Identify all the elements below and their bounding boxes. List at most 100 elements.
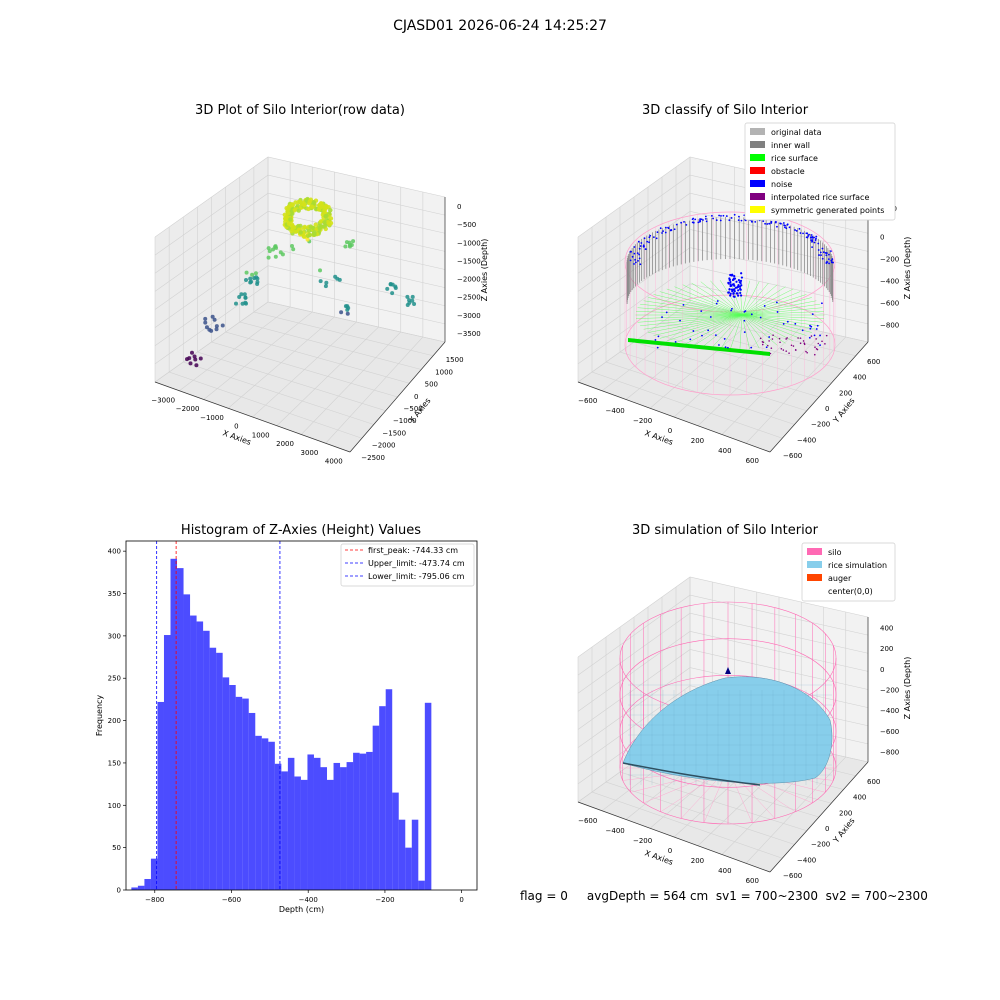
interpolated-point <box>761 343 764 346</box>
noise-point <box>768 336 771 338</box>
noise-point <box>798 227 801 230</box>
grid-line <box>647 187 832 384</box>
noise-point <box>718 344 720 346</box>
grid-line <box>253 167 434 357</box>
y-axis-line <box>769 761 869 873</box>
noise-point <box>657 335 660 338</box>
noise-point <box>729 292 732 295</box>
noise-point <box>794 322 797 325</box>
raw-plot-title: 3D Plot of Silo Interior(row data) <box>195 103 405 118</box>
rice-surface-mark <box>741 307 823 316</box>
status-summary: flag = 0 avgDepth = 564 cm sv1 = 700~230… <box>520 889 928 903</box>
noise-point <box>692 221 695 224</box>
rice-surface-mark <box>741 314 824 319</box>
noise-point <box>819 251 822 254</box>
y-tick-label: 600 <box>867 358 880 366</box>
legend-label: first_peak: -744.33 cm <box>368 546 458 555</box>
noise-point <box>810 234 813 236</box>
noise-point <box>786 320 789 323</box>
scatter-point <box>292 208 297 213</box>
scatter-point <box>317 226 322 231</box>
rice-surface-mark <box>741 294 807 316</box>
noise-point <box>815 235 818 238</box>
noise-point <box>802 232 804 235</box>
y-axis-line <box>349 341 446 453</box>
histogram-bar <box>157 701 164 890</box>
rice-surface-mark <box>741 314 820 327</box>
noise-point <box>722 214 725 217</box>
scatter-point <box>289 202 295 207</box>
histogram-plot: −800 −600 −400 −200 0 0 50 100 150 200 250 300 350 40… <box>95 540 478 914</box>
x-tick-label: −200 <box>633 417 652 425</box>
noise-point <box>731 273 734 276</box>
scatter-point <box>248 276 253 281</box>
rice-surface-mark <box>643 314 743 330</box>
scatter-point <box>209 328 214 333</box>
rice-surface-mark <box>719 280 743 316</box>
histogram-bar <box>170 558 178 890</box>
y-tick-label: 400 <box>108 548 121 556</box>
scatter-point <box>302 224 308 230</box>
rice-surface-mark <box>741 314 807 336</box>
noise-point <box>727 291 730 294</box>
noise-point <box>704 215 707 218</box>
x-tick-label: −1000 <box>200 414 224 422</box>
interpolated-point <box>814 346 816 348</box>
legend-swatch <box>750 141 765 148</box>
x-tick-label: −400 <box>606 407 625 415</box>
interpolated-point <box>794 349 797 351</box>
y-tick-label: 0 <box>825 825 829 833</box>
noise-point <box>730 309 733 312</box>
interpolated-point <box>778 337 781 340</box>
noise-point <box>818 254 820 256</box>
noise-point <box>817 242 820 245</box>
noise-point <box>725 215 728 217</box>
histogram-bar <box>379 706 386 890</box>
noise-point <box>733 284 736 287</box>
scatter-point <box>203 320 208 325</box>
scatter-point <box>328 220 334 226</box>
silo-ring <box>619 675 837 788</box>
noise-point <box>642 245 645 248</box>
interpolated-point <box>770 347 773 349</box>
scatter-point <box>237 295 242 300</box>
legend-label: auger <box>828 574 852 583</box>
noise-point <box>785 227 788 230</box>
grid-line <box>675 167 856 357</box>
noise-point <box>720 215 722 217</box>
legend-box <box>744 122 896 221</box>
legend-label: noise <box>771 180 792 189</box>
scatter-point <box>244 270 249 275</box>
y-tick-label: 50 <box>112 844 121 852</box>
noise-point <box>665 311 668 314</box>
rice-surface-mark <box>648 314 743 333</box>
noise-point <box>740 294 743 297</box>
y-tick-label: 500 <box>425 381 438 389</box>
scatter-point <box>214 324 219 329</box>
classify-plot-title: 3D classify of Silo Interior <box>641 103 809 118</box>
y-tick-label: −2500 <box>361 454 385 462</box>
histogram-bar <box>137 885 145 890</box>
y-tick-label: −1000 <box>393 417 417 425</box>
noise-point <box>638 257 641 260</box>
noise-point <box>630 250 632 253</box>
noise-point <box>661 232 663 234</box>
noise-point <box>733 288 736 291</box>
x-tick-label: −2000 <box>176 405 200 413</box>
rice-surface-mark <box>691 282 743 316</box>
z-tick-label: −1500 <box>457 257 481 265</box>
rice-surface-mark <box>691 314 743 348</box>
rice-surface-mark <box>700 314 743 349</box>
rice-surface-mark <box>640 303 743 316</box>
z-tick-label: 400 <box>880 624 893 632</box>
rice-surface-mark <box>741 291 801 316</box>
z-tick-label: −2500 <box>457 294 481 302</box>
x-tick-label: 200 <box>691 437 704 445</box>
rice-surface-mark <box>741 314 750 350</box>
histogram-bar <box>405 847 412 890</box>
rice-surface-mark <box>636 314 743 319</box>
noise-point <box>709 316 712 318</box>
rice-surface-mark <box>741 281 760 316</box>
z-tick-label: 200 <box>880 645 893 653</box>
legend-label: rice surface <box>771 154 818 163</box>
